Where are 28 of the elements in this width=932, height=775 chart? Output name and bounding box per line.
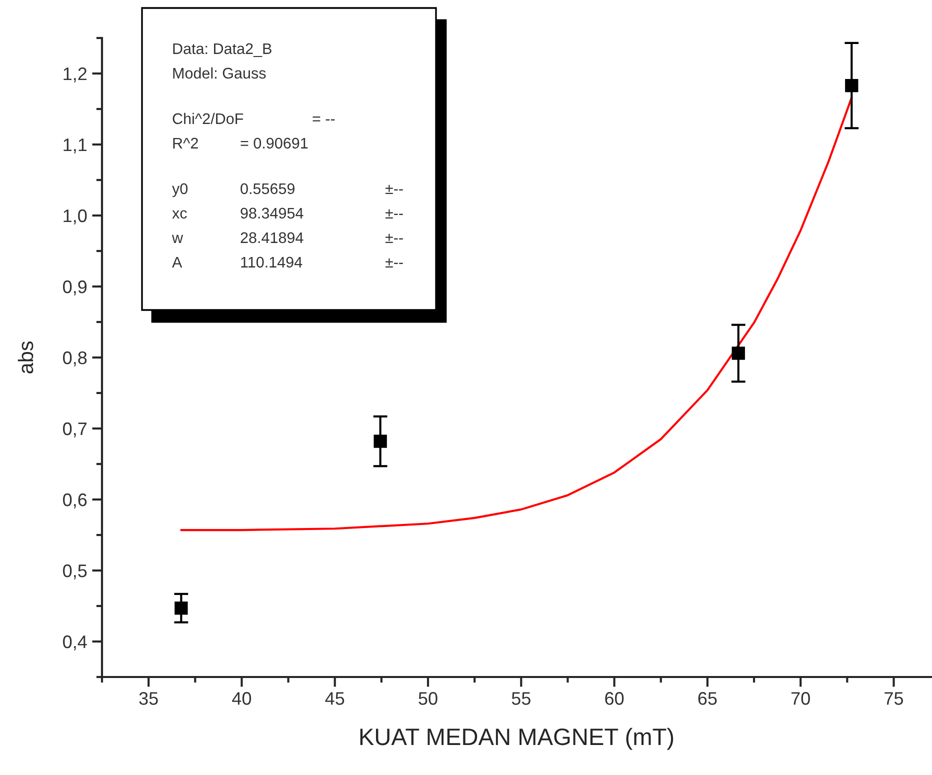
text: w 28.41894 ±-- (172, 232, 403, 244)
x-tick-label: 40 (232, 692, 252, 705)
text: xc 98.34954 ±-- (172, 208, 403, 219)
x-tick-label: 50 (418, 692, 438, 705)
x-tick-label: 35 (139, 692, 158, 705)
annotation: Data: Data2_B (173, 43, 272, 57)
y-tick-label: 1,2 (64, 67, 87, 82)
x-tick-label: 70 (791, 692, 810, 705)
y-axis-title: abs (18, 341, 34, 374)
text: Chi^2/DoF = -- (172, 112, 335, 124)
x-tick-label: 65 (698, 692, 717, 705)
text: A 110.1494 ±-- (172, 256, 403, 268)
annotation: Model: Gauss (173, 67, 266, 79)
y-tick-label: 1,0 (64, 209, 87, 224)
x-tick-label: 45 (325, 692, 344, 705)
y-tick-label: 1,1 (64, 138, 87, 154)
text: y0 0.55659 ±-- (172, 183, 403, 198)
y-tick-label: 0,5 (63, 564, 87, 580)
y-tick-label: 0,4 (63, 635, 87, 650)
y-tick-label: 0,8 (63, 351, 87, 366)
x-tick-label: 60 (605, 692, 624, 705)
y-tick-label: 0,9 (63, 280, 87, 296)
y-tick-label: 0,7 (63, 422, 87, 438)
x-axis-title: KUAT MEDAN MAGNET (mT) (360, 728, 674, 750)
x-tick-label: 55 (512, 692, 530, 705)
text: R^2 = 0.90691 (173, 138, 308, 149)
x-tick-label: 75 (884, 692, 904, 705)
y-tick-label: 0,6 (63, 493, 87, 508)
